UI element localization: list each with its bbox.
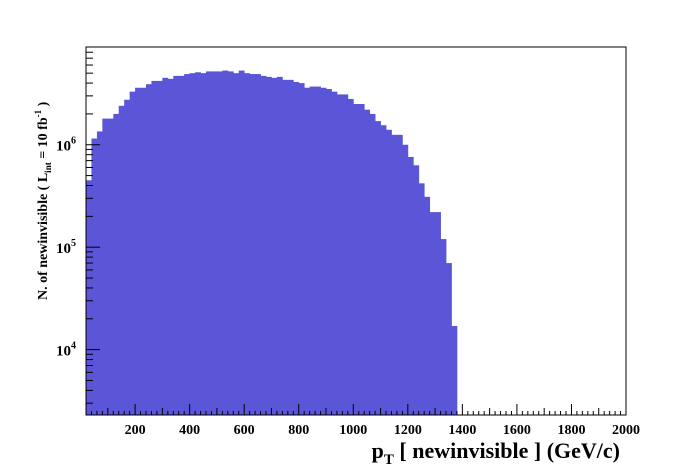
histogram-bar	[282, 79, 289, 416]
histogram-bar	[113, 113, 120, 416]
histogram-bar	[326, 89, 332, 416]
y-axis-title-mid: = 10 fb	[36, 117, 51, 162]
histogram-bar	[173, 75, 180, 415]
x-tick-label: 800	[288, 423, 309, 438]
histogram-bar	[396, 134, 403, 415]
x-axis-title: pT [ newinvisible ] (GeV/c)	[372, 438, 620, 468]
x-tick-label: 200	[125, 423, 146, 438]
histogram-bar	[86, 180, 92, 415]
histogram-bar	[429, 212, 436, 415]
histogram-bar	[375, 121, 381, 415]
x-tick-label: 1600	[503, 423, 531, 438]
histogram-bar	[178, 75, 185, 415]
y-axis-title: N. of newinvisible ( Lint = 10 fb-1 )	[33, 101, 53, 300]
histogram-bar	[118, 105, 125, 415]
histogram-bar	[413, 165, 420, 415]
histogram-bar	[440, 239, 447, 415]
histogram-bar	[369, 113, 376, 416]
histogram-bar	[107, 118, 114, 416]
y-tick-label: 104	[56, 341, 76, 360]
histogram-bar	[402, 144, 409, 415]
y-axis-title-sub: int	[43, 162, 53, 173]
histogram-bar	[386, 129, 392, 416]
histogram-bar	[304, 87, 311, 416]
histogram-bar	[244, 73, 251, 415]
bars-group	[86, 70, 458, 416]
y-axis-title-end: )	[36, 101, 51, 110]
x-tick-label: 1000	[339, 423, 367, 438]
histogram-bar	[140, 87, 147, 416]
x-tick-label: 1800	[557, 423, 585, 438]
plot-frame	[85, 46, 627, 416]
histogram-bar	[276, 76, 283, 416]
histogram-bar	[135, 87, 141, 416]
histogram-bar	[320, 87, 327, 416]
histogram-bar	[216, 71, 223, 415]
y-axis-title-main: N. of newinvisible ( L	[36, 173, 51, 300]
histogram-bar	[222, 70, 229, 416]
histogram-bar	[293, 81, 300, 415]
histogram-bar	[249, 74, 256, 415]
histogram-bar	[227, 71, 234, 415]
histogram-bar	[146, 84, 152, 415]
x-tick-label: 1200	[394, 423, 422, 438]
y-axis-title-sup: -1	[33, 109, 43, 117]
x-axis-title-rest: [ newinvisible ] (GeV/c)	[394, 438, 620, 463]
histogram-bar	[189, 73, 196, 415]
histogram-bar	[347, 98, 354, 416]
histogram-bar	[200, 73, 207, 415]
x-tick-label: 1400	[448, 423, 476, 438]
histogram-bar	[435, 212, 441, 415]
x-tick-label: 400	[179, 423, 200, 438]
histogram-bar	[353, 103, 360, 416]
histogram-bar	[266, 76, 272, 416]
histogram-bar	[380, 125, 387, 415]
histogram-bar	[91, 138, 98, 415]
histogram-bar	[255, 74, 261, 415]
x-axis-title-sub: T	[384, 452, 394, 468]
y-tick-label: 105	[56, 238, 76, 257]
histogram-bar	[336, 94, 343, 416]
histogram-bar	[391, 134, 398, 415]
x-tick-label: 2000	[612, 423, 640, 438]
histogram-bar	[206, 71, 212, 415]
x-axis: 200 400 600 800 1000 1200 1400 1600 1800 2000	[90, 404, 640, 438]
histogram-bar	[167, 78, 174, 416]
histogram-bar	[233, 73, 240, 415]
histogram-bar	[451, 326, 458, 415]
histogram-bar	[211, 71, 218, 415]
y-axis: 104 105 106	[56, 46, 100, 404]
histogram-bar	[124, 99, 131, 415]
histogram-bar	[102, 118, 109, 416]
histogram-bar	[238, 70, 245, 416]
y-tick-label: 106	[56, 136, 76, 155]
histogram-bar	[287, 79, 294, 416]
histogram-bar	[418, 183, 425, 415]
histogram-bar	[260, 75, 267, 415]
histogram-bar	[298, 83, 305, 415]
histogram-bar	[424, 196, 431, 415]
histogram-bar	[446, 263, 452, 415]
x-tick-label: 600	[234, 423, 255, 438]
histogram-bar	[184, 74, 191, 415]
histogram-bar	[271, 77, 278, 416]
histogram-bar	[151, 80, 158, 415]
histogram-bar	[129, 91, 136, 416]
histogram-bar	[309, 86, 316, 416]
histogram-bar	[407, 156, 414, 416]
histogram-bar	[315, 86, 321, 416]
x-axis-title-main: p	[372, 438, 384, 463]
histogram-bar	[364, 109, 371, 416]
histogram-bar	[156, 80, 163, 415]
histogram-bar	[96, 131, 103, 415]
histogram-bar	[195, 72, 201, 415]
histogram-bar	[162, 77, 169, 416]
histogram-bar	[331, 91, 338, 416]
histogram-bar	[342, 94, 349, 416]
histogram-bar	[358, 103, 365, 416]
